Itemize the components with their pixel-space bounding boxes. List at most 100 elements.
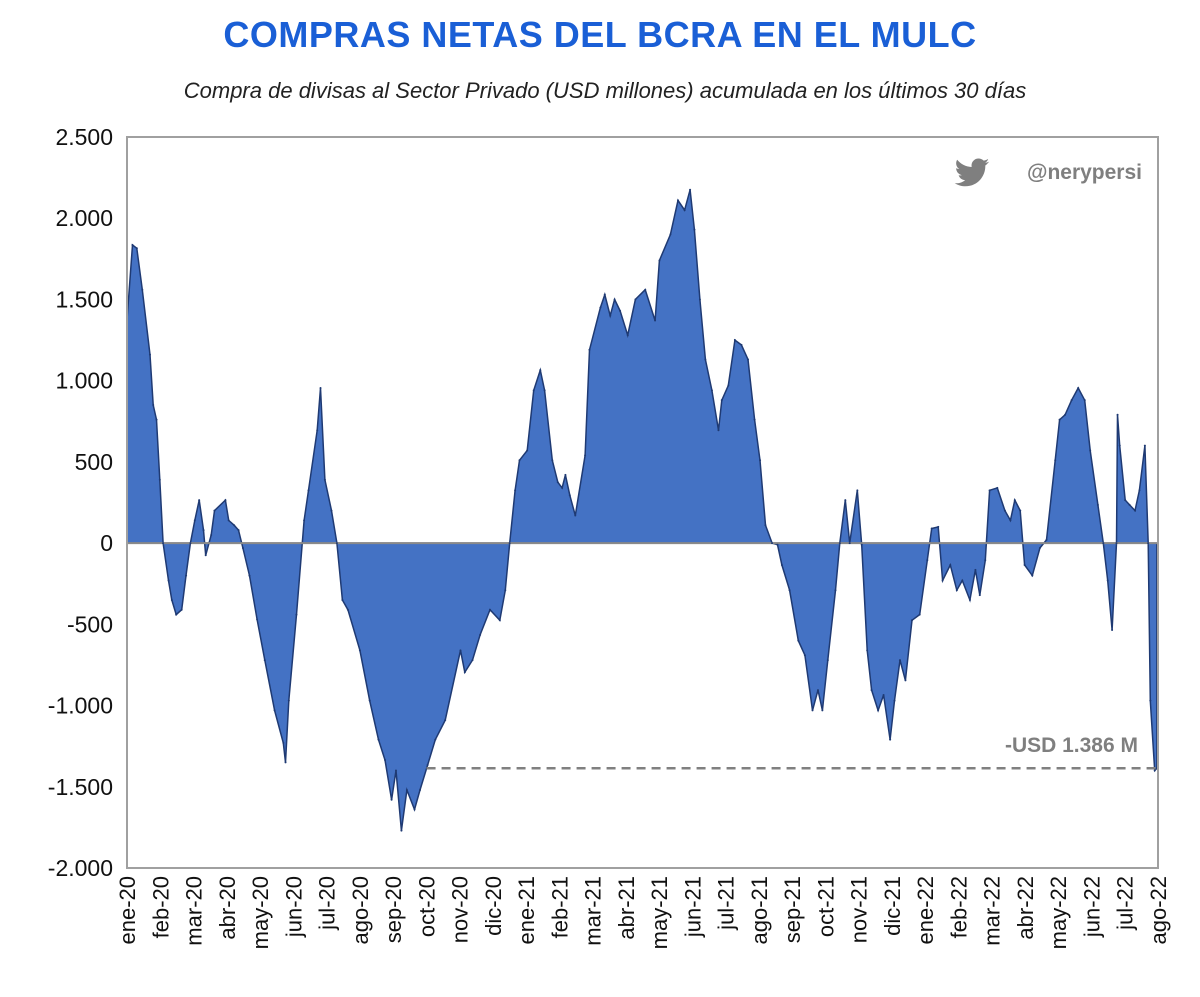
data-point <box>733 339 736 342</box>
y-tick-label: 2.000 <box>55 205 113 231</box>
data-point <box>1149 699 1152 702</box>
data-point <box>1054 459 1057 462</box>
data-point <box>698 298 701 301</box>
data-point <box>152 404 155 407</box>
data-point <box>394 769 397 772</box>
x-tick-label: oct-21 <box>813 876 838 937</box>
data-point <box>826 659 829 662</box>
data-point <box>926 559 929 562</box>
x-tick-label: ene-20 <box>115 876 140 945</box>
data-point <box>561 486 564 489</box>
data-point <box>1111 629 1114 632</box>
data-point <box>335 542 338 545</box>
data-point <box>1083 399 1086 402</box>
data-point <box>866 649 869 652</box>
data-point <box>539 369 542 372</box>
data-point <box>170 598 173 601</box>
data-point <box>198 499 201 502</box>
data-point <box>747 358 750 361</box>
data-point <box>237 529 240 532</box>
data-point <box>838 542 841 545</box>
data-point <box>479 633 482 636</box>
data-point <box>877 709 880 712</box>
data-point <box>1116 413 1119 416</box>
data-point <box>162 542 165 545</box>
data-point <box>471 659 474 662</box>
data-point <box>204 554 207 557</box>
x-tick-label: ago-21 <box>747 876 772 945</box>
data-point <box>405 789 408 792</box>
data-point <box>898 659 901 662</box>
data-point <box>619 309 622 312</box>
data-point <box>1089 449 1092 452</box>
data-point <box>1153 769 1156 772</box>
y-tick-label: 0 <box>100 530 113 556</box>
data-point <box>303 519 306 522</box>
data-point <box>759 459 762 462</box>
data-point <box>978 594 981 597</box>
x-tick-label: feb-21 <box>547 876 572 938</box>
data-point <box>256 618 259 621</box>
data-point <box>968 598 971 601</box>
x-tick-label: jun-22 <box>1079 876 1104 938</box>
x-tick-label: jun-21 <box>680 876 705 938</box>
data-point <box>508 542 511 545</box>
y-tick-label: 2.500 <box>55 124 113 150</box>
data-point <box>609 314 612 317</box>
data-point <box>588 348 591 351</box>
data-point <box>158 478 161 481</box>
data-point <box>330 509 333 512</box>
data-point <box>704 358 707 361</box>
data-point <box>463 671 466 674</box>
data-point <box>1070 399 1073 402</box>
chart-subtitle: Compra de divisas al Sector Privado (USD… <box>183 78 1027 103</box>
x-tick-label: jul-21 <box>714 876 739 931</box>
data-point <box>727 384 730 387</box>
data-point <box>551 459 554 462</box>
data-point <box>788 589 791 592</box>
data-point <box>213 509 216 512</box>
data-point <box>904 679 907 682</box>
data-point <box>384 758 387 761</box>
data-point <box>504 589 507 592</box>
data-point <box>377 738 380 741</box>
data-points <box>126 188 1158 832</box>
data-point <box>316 429 319 432</box>
watermark: @nerypersi <box>954 158 1142 187</box>
twitter-handle: @nerypersi <box>1027 161 1142 184</box>
data-point <box>961 579 964 582</box>
data-point <box>498 619 501 622</box>
data-point <box>654 319 657 322</box>
data-point <box>599 306 602 309</box>
data-point <box>307 489 310 492</box>
data-point <box>358 649 361 652</box>
data-point <box>1064 413 1067 416</box>
data-point <box>911 619 914 622</box>
data-point <box>1023 564 1026 567</box>
x-tick-label: ene-21 <box>514 876 539 945</box>
data-point <box>941 579 944 582</box>
data-point <box>930 527 933 530</box>
x-tick-label: jun-20 <box>281 876 306 938</box>
annotation-label: -USD 1.386 M <box>1005 734 1138 757</box>
data-point <box>233 524 236 527</box>
data-point <box>613 298 616 301</box>
x-tick-label: nov-21 <box>847 876 872 943</box>
data-point <box>419 789 422 792</box>
data-point <box>811 709 814 712</box>
data-point <box>1019 509 1022 512</box>
data-point <box>856 489 859 492</box>
data-point <box>644 288 647 291</box>
data-point <box>816 689 819 692</box>
x-tick-label: dic-20 <box>481 876 506 936</box>
x-tick-label: abr-20 <box>215 876 240 940</box>
data-point <box>227 519 230 522</box>
data-point <box>273 709 276 712</box>
data-point <box>893 699 896 702</box>
data-point <box>1128 503 1131 506</box>
series-area <box>126 189 1158 831</box>
x-tick-label: feb-22 <box>946 876 971 938</box>
data-point <box>776 543 779 546</box>
data-point <box>444 719 447 722</box>
x-tick-label: nov-20 <box>448 876 473 943</box>
